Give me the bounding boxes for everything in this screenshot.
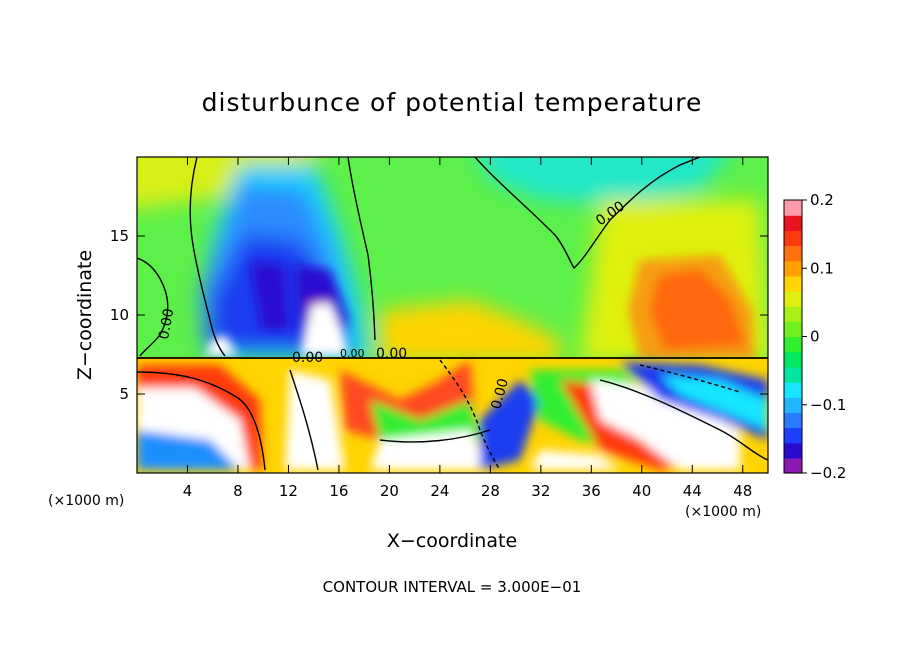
y-tick-label: 5 — [119, 385, 129, 403]
y-tick-label: 15 — [110, 227, 129, 245]
colorbar-tick-label: 0.1 — [810, 259, 834, 277]
contour-lower-3 — [599, 379, 768, 461]
x-tick-label: 16 — [329, 482, 348, 500]
contour-lower-4 — [379, 429, 491, 443]
contour-lower-5 — [639, 364, 741, 393]
contour-lines — [137, 157, 768, 471]
contour-label: 0.00 — [340, 347, 365, 360]
x-axis: 4 8 12 16 20 24 28 32 36 40 44 48 — [183, 157, 752, 500]
y-axis: 5 10 15 — [110, 227, 768, 403]
colorbar-swatch — [784, 306, 802, 322]
colorbar-swatch — [784, 215, 802, 231]
field-orange-inner — [628, 255, 755, 360]
field-cyan-top — [478, 157, 727, 205]
x-tick-label: 36 — [582, 482, 601, 500]
colorbar-swatch — [784, 200, 802, 216]
colorbar-swatch — [784, 291, 802, 307]
x-tick-label: 12 — [279, 482, 298, 500]
colorbar-swatch — [784, 230, 802, 247]
y-tick-label: 10 — [110, 306, 129, 324]
x-tick-label: 20 — [380, 482, 399, 500]
field-white-peak — [300, 303, 346, 356]
field-white-small — [205, 335, 238, 356]
x-unit-right: (×1000 m) — [685, 504, 761, 520]
contour-lower-2 — [439, 359, 501, 471]
lower-white-center — [285, 370, 345, 470]
colorbar-tick-label: 0.2 — [810, 191, 834, 209]
colorbar-swatch — [784, 336, 802, 353]
colorbar-swatch — [784, 382, 802, 398]
contour-label: 0.00 — [292, 350, 323, 366]
x-unit-left: (×1000 m) — [48, 493, 124, 509]
contour-zero-left — [137, 257, 169, 357]
lower-blue-band — [137, 430, 240, 470]
contour-zero-upper-right — [474, 157, 701, 270]
x-tick-label: 28 — [481, 482, 500, 500]
colorbar: 0.2 0.1 0 −0.1 −0.2 — [783, 191, 846, 482]
lower-white-center2 — [370, 430, 490, 470]
x-axis-label: X−coordinate — [387, 530, 517, 552]
colorbar-tick-label: 0 — [810, 328, 820, 346]
contour-label: 0.00 — [376, 346, 407, 362]
contour-label: 0.00 — [488, 377, 512, 411]
colorbar-swatch — [784, 245, 802, 262]
colorbar-tick-label: −0.2 — [810, 464, 846, 482]
contour-interval-note: CONTOUR INTERVAL = 3.000E−01 — [323, 578, 582, 596]
chart-title: disturbunce of potential temperature — [202, 88, 703, 117]
colorbar-swatch — [784, 442, 802, 459]
x-tick-label: 44 — [683, 482, 702, 500]
x-tick-label: 4 — [183, 482, 193, 500]
lower-red-band — [137, 365, 262, 470]
colorbar-swatch — [784, 321, 802, 338]
y-axis-label: Z−coordinate — [74, 250, 96, 380]
lower-cyan-right — [660, 375, 768, 430]
field-navy-left — [250, 262, 290, 330]
contour-lower-6 — [289, 369, 319, 471]
colorbar-tick-label: −0.1 — [810, 396, 846, 414]
colorbar-swatch — [784, 427, 802, 444]
lower-blue-right — [620, 362, 768, 440]
colorbar-swatch — [784, 366, 802, 383]
x-tick-label: 8 — [233, 482, 243, 500]
field-yellow-bottom — [380, 300, 560, 362]
contour-zero-mid — [189, 157, 226, 357]
contour-lower-1 — [137, 371, 266, 471]
colorbar-swatch — [784, 412, 802, 429]
contour-zero-right — [347, 157, 376, 341]
contour-label: 0.00 — [156, 307, 177, 340]
lower-white-bottom — [530, 450, 620, 470]
lower-field — [137, 357, 768, 473]
plot-area: 0.00 0.00 0.00 0.00 0.00 0.00 — [137, 157, 768, 473]
colorbar-swatch — [784, 351, 802, 368]
colorbar-swatch — [784, 260, 802, 277]
upper-field-detail — [205, 255, 755, 360]
x-tick-label: 40 — [632, 482, 651, 500]
x-tick-label: 24 — [430, 482, 449, 500]
lower-blue-center — [480, 380, 540, 470]
colorbar-swatch — [784, 275, 802, 292]
x-tick-label: 48 — [733, 482, 752, 500]
lower-white-right — [590, 380, 740, 470]
colorbar-swatch — [784, 397, 802, 413]
colorbar-swatch — [784, 457, 802, 474]
x-tick-label: 32 — [531, 482, 550, 500]
